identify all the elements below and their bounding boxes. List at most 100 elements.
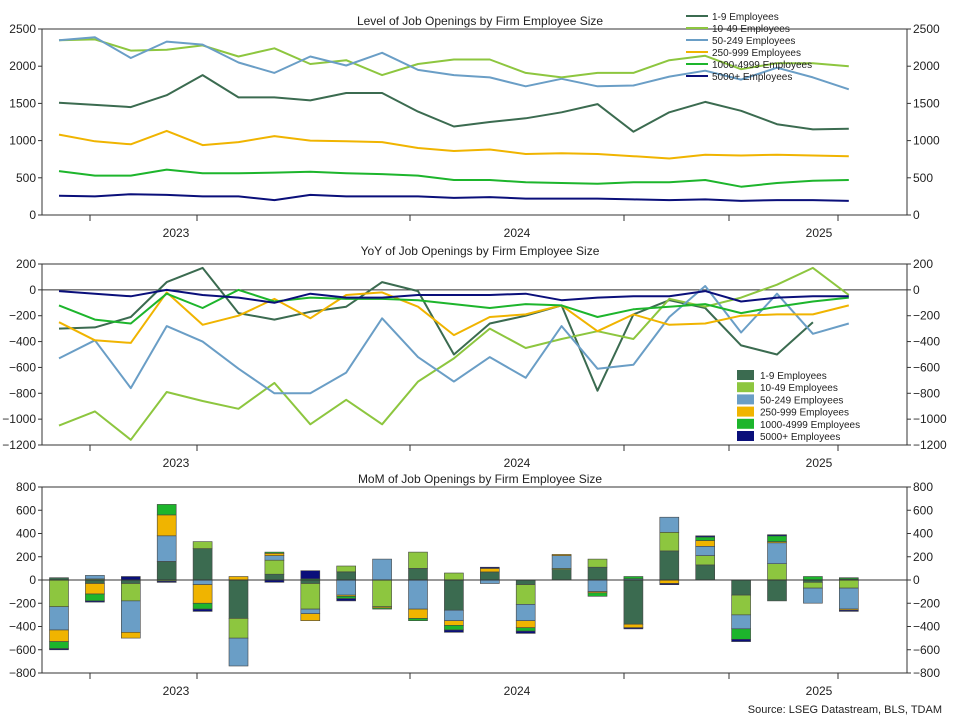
series-line-1000-4999-employees	[58, 288, 849, 325]
y-tick-label-left: 0	[29, 283, 36, 297]
bar-segment	[85, 583, 105, 595]
bar-segment	[408, 608, 428, 619]
legend-label: 1000-4999 Employees	[760, 420, 860, 431]
legend-swatch	[737, 418, 754, 429]
bar-segment	[444, 572, 464, 581]
bar-segment	[551, 554, 572, 556]
bar-segment	[515, 627, 536, 632]
y-tick-label-right: 800	[913, 480, 933, 494]
bar-segment	[695, 564, 716, 581]
bar-segment	[336, 595, 357, 599]
bar-segment	[85, 575, 105, 580]
bar-segment	[695, 536, 716, 541]
bar-segment	[731, 614, 751, 630]
y-tick-label-right: 1000	[913, 134, 940, 148]
series-line-10-49-employees	[58, 266, 850, 441]
bar-segment	[192, 541, 213, 549]
legend-label: 1-9 Employees	[760, 371, 827, 382]
x-tick-label: 2025	[806, 226, 833, 240]
series-line-250-999-employees	[58, 129, 849, 160]
bar-segment	[659, 516, 680, 533]
bar-segment	[695, 535, 716, 538]
y-tick-label-left: 600	[16, 503, 36, 517]
mom-chart-title: MoM of Job Openings by Firm Employee Siz…	[358, 472, 602, 486]
y-tick-label-left: −400	[9, 620, 36, 634]
legend-swatch	[737, 382, 754, 393]
y-tick-label-right: −1200	[913, 438, 947, 452]
bar-segment	[300, 570, 321, 580]
level-panel: Level of Job Openings by Firm Employee S…	[9, 12, 940, 240]
bar-segment	[623, 623, 644, 629]
legend-label: 5000+ Employees	[712, 72, 792, 83]
x-tick-label: 2024	[504, 456, 531, 470]
bar-segment	[731, 594, 751, 616]
bar-segment	[623, 579, 644, 625]
y-tick-label-left: 2500	[9, 22, 36, 36]
bar-segment	[767, 542, 787, 564]
bar-segment	[300, 608, 321, 614]
bar-segment	[515, 604, 536, 622]
bar-segment	[408, 579, 428, 610]
bar-segment	[479, 571, 500, 581]
bar-segment	[156, 504, 177, 516]
legend-swatch	[737, 370, 754, 380]
bar-segment	[444, 579, 464, 611]
y-tick-label-left: 400	[16, 527, 36, 541]
bar-segment	[623, 576, 644, 580]
bar-segment	[803, 587, 823, 604]
y-tick-label-left: −200	[9, 596, 36, 610]
bar-segment	[264, 559, 285, 575]
y-tick-label-right: −200	[913, 596, 940, 610]
bar-segment	[192, 602, 213, 610]
series-line-250-999-employees	[58, 291, 850, 344]
y-tick-label-right: −600	[913, 643, 940, 657]
y-tick-label-left: −600	[9, 360, 36, 374]
bar-segment	[695, 545, 716, 556]
bar-segment	[444, 620, 464, 626]
bar-segment	[49, 606, 69, 631]
bar-segment	[767, 579, 787, 602]
bar-segment	[587, 592, 608, 597]
bar-segment	[121, 600, 141, 633]
bar-segment	[264, 552, 285, 556]
bar-segment	[408, 618, 428, 622]
level-chart-title: Level of Job Openings by Firm Employee S…	[357, 14, 603, 28]
y-tick-label-left: −800	[9, 386, 36, 400]
bar-segment	[228, 618, 249, 639]
source-note: Source: LSEG Datastream, BLS, TDAM	[747, 704, 942, 716]
y-tick-label-right: −400	[913, 620, 940, 634]
bar-segment	[731, 628, 751, 640]
bar-segment	[444, 624, 464, 631]
y-tick-label-right: −800	[913, 386, 940, 400]
x-tick-label: 2024	[504, 226, 531, 240]
plot-frame	[41, 28, 908, 216]
legend-label: 10-49 Employees	[712, 24, 790, 35]
legend-label: 1000-4999 Employees	[712, 60, 812, 71]
bar-segment	[264, 551, 285, 554]
legend-label: 1-9 Employees	[712, 12, 779, 23]
series-line-1000-4999-employees	[58, 168, 849, 188]
legend-label: 5000+ Employees	[760, 432, 840, 443]
bar-segment	[156, 535, 177, 562]
bar-segment	[479, 579, 500, 584]
legend-swatch	[737, 406, 754, 417]
yoy-chart-title: YoY of Job Openings by Firm Employee Siz…	[361, 244, 600, 258]
y-tick-label-right: 0	[913, 573, 920, 587]
bar-segment	[49, 579, 69, 608]
bar-segment	[192, 548, 213, 581]
x-tick-label: 2023	[163, 684, 190, 698]
bar-segment	[444, 609, 464, 622]
bar-segment	[192, 584, 213, 604]
bar-segment	[300, 579, 321, 584]
bar-segment	[121, 583, 141, 602]
y-tick-label-left: −200	[9, 309, 36, 323]
y-tick-label-right: 1500	[913, 96, 940, 110]
bar-segment	[515, 584, 536, 605]
bar-segment	[551, 569, 572, 581]
y-tick-label-right: 200	[913, 257, 933, 271]
legend-label: 10-49 Employees	[760, 383, 838, 394]
bar-segment	[372, 607, 392, 610]
x-tick-label: 2024	[504, 684, 531, 698]
series-line-10-49-employees	[58, 38, 849, 79]
